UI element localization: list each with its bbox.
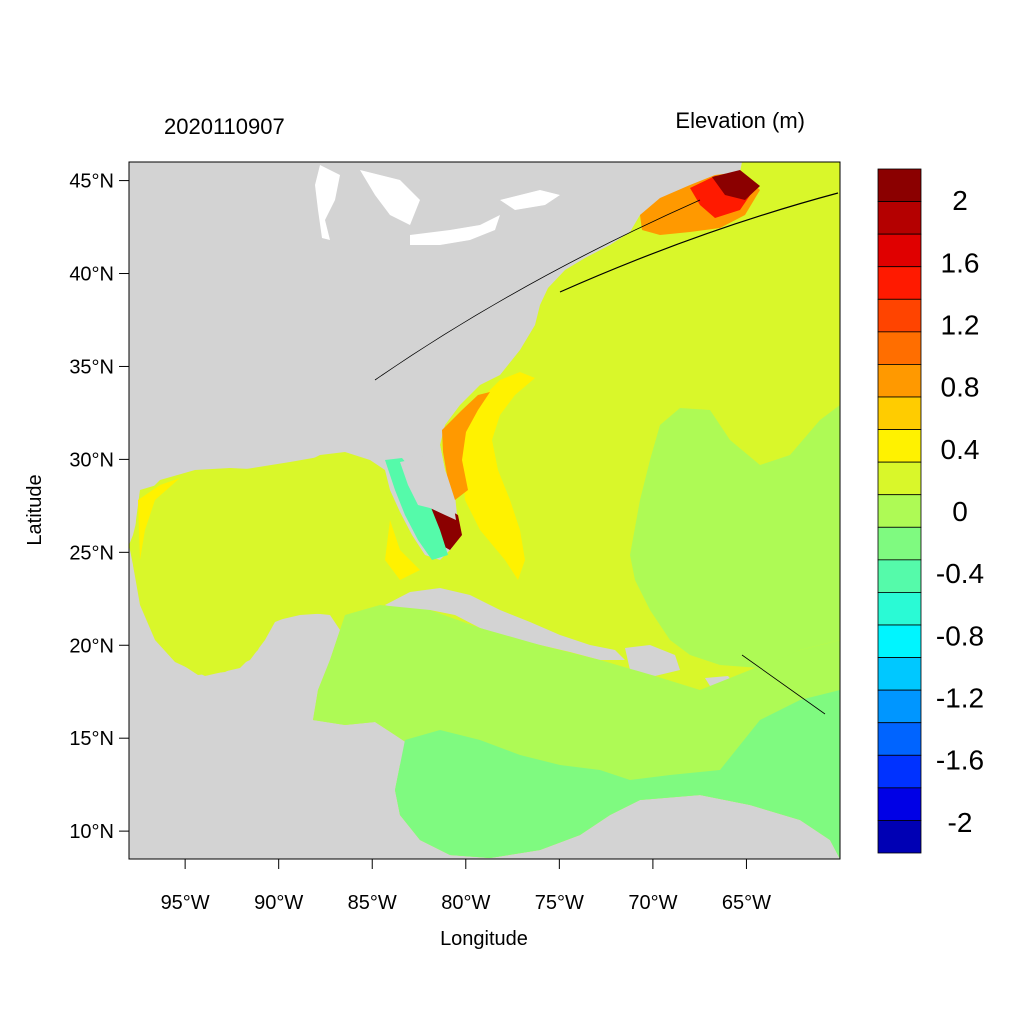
y-tick-label: 20°N xyxy=(69,635,114,657)
track-line-1 xyxy=(374,199,701,381)
colorbar-swatch xyxy=(877,820,922,854)
colorbar-swatch xyxy=(877,364,922,398)
colorbar-swatch xyxy=(877,657,922,691)
map-area xyxy=(129,162,840,859)
colorbar-swatch xyxy=(877,266,922,300)
colorbar-swatch xyxy=(877,298,922,333)
central-atlantic-low-field xyxy=(630,405,840,668)
colorbar-label: 0.4 xyxy=(941,434,980,465)
x-tick-label: 65°W xyxy=(722,892,771,914)
x-tick-label: 95°W xyxy=(161,892,210,914)
colorbar-label: -0.4 xyxy=(936,558,984,589)
colorbar-label: 0 xyxy=(952,496,968,527)
west-florida-negative-anomaly xyxy=(385,458,448,560)
date-title: 2020110907 xyxy=(164,114,285,139)
track-line-2 xyxy=(559,192,839,293)
y-tick-label: 30°N xyxy=(69,449,114,471)
cuba-land xyxy=(385,588,625,660)
colorbar-swatch xyxy=(877,396,922,430)
x-axis-label: Longitude xyxy=(440,928,528,950)
hispaniola-land xyxy=(625,645,680,676)
colorbar-swatch xyxy=(877,689,922,724)
colorbar-label: -0.8 xyxy=(936,620,984,651)
y-tick-label: 10°N xyxy=(69,821,114,843)
coastal-surge-yellow xyxy=(138,372,535,580)
colorbar-swatch xyxy=(877,526,922,561)
colorbar-swatch xyxy=(877,201,922,235)
colorbar-swatch xyxy=(877,233,922,268)
colorbar-swatch xyxy=(877,624,922,658)
great-lakes xyxy=(315,165,560,245)
colorbar-label: 1.6 xyxy=(941,247,980,278)
track-line-3 xyxy=(741,654,826,715)
colorbar-label: 1.2 xyxy=(941,309,980,340)
colorbar-label: -2 xyxy=(948,807,973,838)
colorbar-swatch xyxy=(877,787,922,821)
y-axis-label: Latitude xyxy=(24,474,46,545)
colorbar xyxy=(877,168,922,854)
gulf-of-maine-surge-darkred xyxy=(712,170,760,200)
variable-title: Elevation (m) xyxy=(675,108,805,133)
colorbar-swatch xyxy=(877,754,922,789)
x-axis-ticks: 95°W 90°W 85°W 80°W 75°W 70°W 65°W xyxy=(161,859,771,914)
colorbar-swatch xyxy=(877,592,922,626)
colorbar-swatch xyxy=(877,461,922,496)
y-tick-label: 35°N xyxy=(69,356,114,378)
north-america-land xyxy=(129,162,742,560)
y-tick-label: 25°N xyxy=(69,542,114,564)
mexico-central-america-land xyxy=(129,545,840,859)
y-tick-label: 40°N xyxy=(69,264,114,286)
y-tick-label: 15°N xyxy=(69,728,114,750)
colorbar-swatch xyxy=(877,494,922,528)
y-tick-label: 45°N xyxy=(69,171,114,193)
gulf-of-mexico-field xyxy=(133,455,405,676)
florida-peninsula xyxy=(400,445,456,520)
colorbar-swatch xyxy=(877,429,922,463)
x-tick-label: 70°W xyxy=(628,892,677,914)
colorbar-label: 0.8 xyxy=(941,372,980,403)
colorbar-label: -1.6 xyxy=(936,745,984,776)
x-tick-label: 85°W xyxy=(348,892,397,914)
x-tick-label: 80°W xyxy=(441,892,490,914)
colorbar-swatch xyxy=(877,331,922,365)
colorbar-swatch xyxy=(877,559,922,593)
colorbar-labels: 2 1.6 1.2 0.8 0.4 0 -0.4 -0.8 -1.2 -1.6 -2 xyxy=(936,185,984,838)
x-tick-label: 75°W xyxy=(535,892,584,914)
colorbar-label: -1.2 xyxy=(936,683,984,714)
georgia-surge-orange xyxy=(442,392,490,500)
y-axis-ticks: 45°N 40°N 35°N 30°N 25°N 20°N 15°N 10°N xyxy=(69,171,129,843)
southern-caribbean-field xyxy=(395,690,840,859)
x-tick-label: 90°W xyxy=(254,892,303,914)
colorbar-swatch xyxy=(877,722,922,756)
plot-frame xyxy=(128,161,841,860)
colorbar-label: 2 xyxy=(952,185,968,216)
colorbar-swatch xyxy=(877,168,922,202)
